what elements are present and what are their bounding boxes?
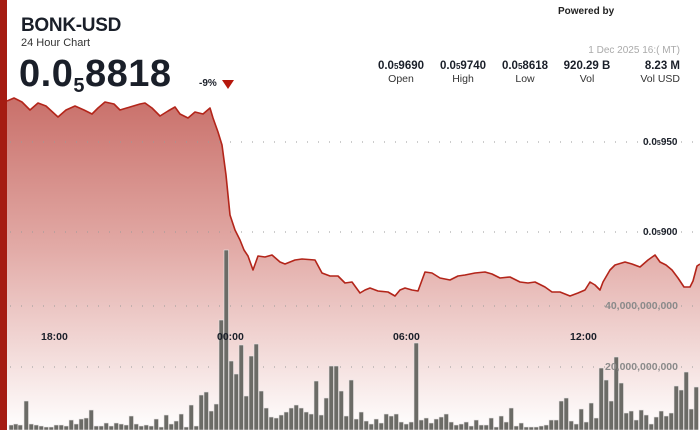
chart-subtitle: 24 Hour Chart	[21, 37, 91, 49]
price-line	[7, 97, 700, 297]
accent-bar	[0, 0, 7, 430]
volume-axis-label-40b: 40,000,000,000	[605, 300, 678, 312]
x-axis-label-1800: 18:00	[41, 331, 68, 343]
powered-by-label: Powered by	[558, 6, 615, 17]
y-axis-label-900: 0.05900	[643, 227, 678, 238]
x-axis-label-0000: 00:00	[217, 331, 244, 343]
volume-bars	[8, 249, 699, 430]
stat-vol-usd: 8.23 M Vol USD	[640, 60, 680, 85]
volume-axis-label-20b: 20,000,000,000	[605, 361, 678, 373]
x-axis-label-0600: 06:00	[393, 331, 420, 343]
current-price: 0.058818	[19, 53, 172, 97]
price-volume-chart	[7, 97, 700, 430]
y-axis-label-950: 0.05950	[643, 137, 678, 148]
down-arrow-icon	[222, 80, 234, 89]
stat-high: 0.059740 High	[439, 60, 487, 85]
stats-bar: 0.059690 Open 0.059740 High 0.058618 Low…	[370, 60, 680, 85]
timestamp: 1 Dec 2025 16:( MT)	[588, 45, 680, 56]
price-change: -9%	[199, 78, 217, 89]
symbol-title: BONK-USD	[21, 15, 121, 36]
stat-open: 0.059690 Open	[377, 60, 425, 85]
x-axis-label-1200: 12:00	[570, 331, 597, 343]
price-area	[7, 98, 700, 430]
stat-vol: 920.29 B Vol	[563, 60, 611, 85]
stat-low: 0.058618 Low	[501, 60, 549, 85]
